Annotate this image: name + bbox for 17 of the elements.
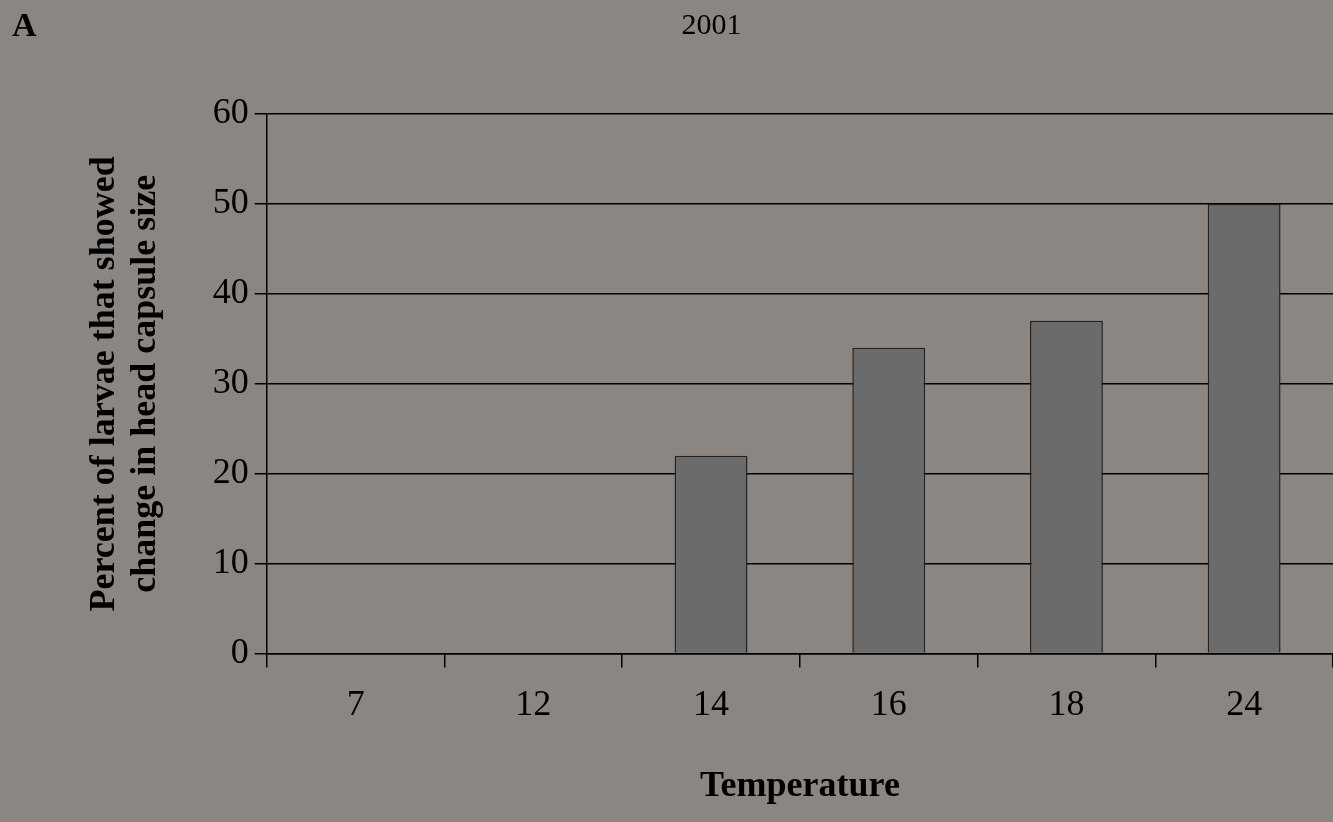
x-tick-label: 7 (346, 682, 365, 723)
x-tick-label: 18 (1048, 682, 1085, 723)
text: A (12, 5, 37, 43)
x-tick-label: 14 (693, 682, 730, 723)
x-tick-label: 16 (870, 682, 907, 723)
y-tick-label: 0 (230, 631, 249, 672)
y-tick-label: 50 (212, 181, 249, 222)
y-tick-label: 20 (212, 451, 249, 492)
y-tick-label: 60 (212, 91, 249, 132)
y-tick-label: 30 (212, 361, 249, 402)
y-axis-title: Percent of larvae that showed change in head capsule size (82, 156, 164, 612)
y-tick-label: 40 (212, 271, 249, 312)
x-axis-title: Temperature (699, 763, 900, 804)
x-tick-label: 24 (1226, 682, 1263, 723)
y-tick-label: 10 (212, 541, 249, 582)
x-tick-label: 12 (515, 682, 552, 723)
chart-title: 2001 (681, 6, 742, 40)
